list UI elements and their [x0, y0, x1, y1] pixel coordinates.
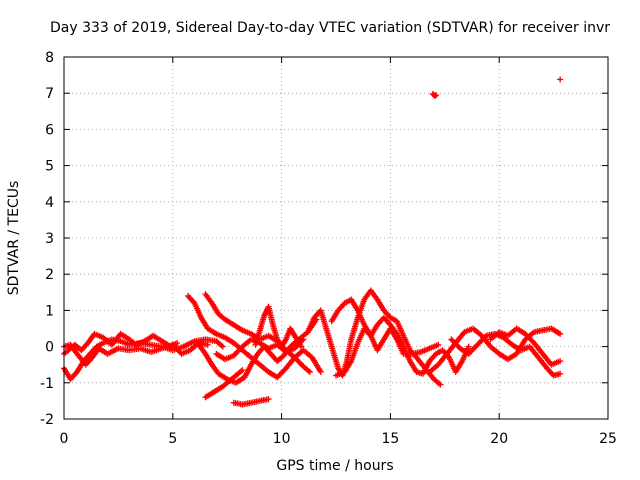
y-tick-label: 4 [45, 195, 54, 211]
data-point [239, 367, 246, 374]
x-tick-label: 25 [599, 431, 617, 447]
y-tick-label: 1 [45, 303, 54, 319]
plot-frame [63, 56, 609, 420]
y-tick-label: 5 [45, 159, 54, 175]
y-tick-label: -1 [40, 376, 54, 392]
data-point [433, 92, 440, 99]
x-axis-label: GPS time / hours [276, 458, 393, 474]
data-point [437, 381, 444, 388]
data-point [219, 343, 226, 350]
data-point [435, 341, 442, 348]
y-axis-label: SDTVAR / TECUs [6, 181, 22, 296]
data-point [306, 368, 313, 375]
data-point [317, 368, 324, 375]
data-point [557, 330, 564, 337]
data-point [557, 76, 564, 83]
data-point [218, 342, 225, 349]
x-tick-label: 10 [273, 431, 291, 447]
chart-title: Day 333 of 2019, Sidereal Day-to-day VTE… [50, 20, 610, 36]
data-point [557, 370, 564, 377]
data-point [238, 368, 245, 375]
data-point [557, 358, 564, 365]
x-tick-label: 0 [60, 431, 69, 447]
y-tick-label: -2 [40, 412, 54, 428]
data-point [174, 339, 181, 346]
y-tick-label: 0 [45, 340, 54, 356]
data-point [299, 337, 306, 344]
data-point [465, 343, 472, 350]
x-tick-label: 5 [168, 431, 177, 447]
x-tick-label: 15 [381, 431, 399, 447]
y-tick-label: 7 [45, 86, 54, 102]
x-tick-label: 20 [490, 431, 508, 447]
y-tick-label: 6 [45, 122, 54, 138]
data-point [204, 341, 211, 348]
data-point [265, 396, 272, 403]
y-tick-label: 3 [45, 231, 54, 247]
data-point [432, 93, 439, 100]
data-point [305, 367, 312, 374]
data-points [61, 76, 564, 408]
data-point [300, 336, 307, 343]
data-point [436, 380, 443, 387]
y-tick-label: 8 [45, 50, 54, 66]
y-tick-label: 2 [45, 267, 54, 283]
